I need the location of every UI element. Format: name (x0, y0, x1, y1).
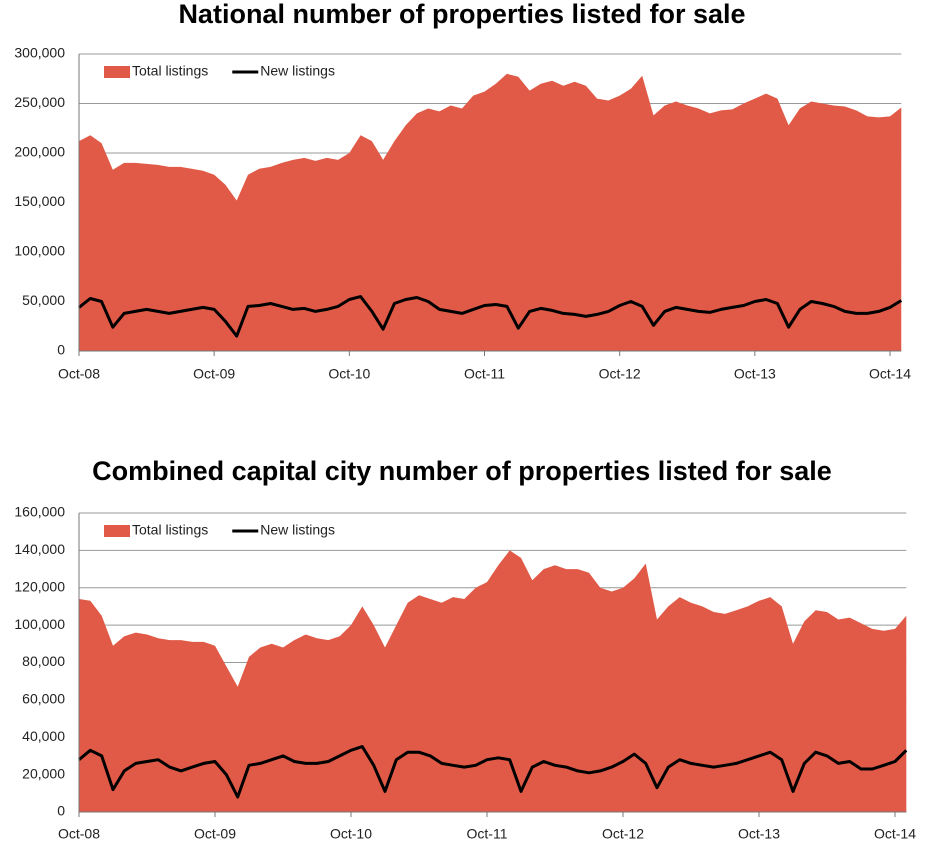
area (79, 550, 907, 812)
legend-label: New listings (260, 522, 335, 538)
x-tick-label: Oct-11 (467, 826, 508, 842)
x-tick-label: Oct-09 (194, 826, 236, 842)
y-tick-label: 0 (57, 803, 65, 819)
x-tick-label: Oct-12 (599, 366, 641, 382)
y-tick-label: 120,000 (14, 578, 65, 594)
x-tick-label: Oct-08 (58, 366, 100, 382)
x-tick-label: Oct-13 (738, 826, 780, 842)
line (78, 295, 903, 338)
x-tick-label: Oct-11 (464, 366, 505, 382)
area (79, 73, 902, 352)
y-tick-label: 200,000 (14, 144, 65, 160)
legend-label: New listings (260, 63, 335, 79)
chart-title: National number of properties listed for… (178, 0, 745, 29)
line (78, 745, 908, 799)
x-tick-label: Oct-10 (328, 366, 370, 382)
y-tick-label: 60,000 (22, 691, 65, 707)
x-tick-label: Oct-14 (874, 826, 916, 842)
legend-label: Total listings (132, 522, 208, 538)
y-tick-label: 80,000 (22, 653, 65, 669)
chart-title: Combined capital city number of properti… (92, 456, 832, 486)
y-tick-label: 100,000 (14, 243, 65, 259)
y-tick-label: 140,000 (14, 541, 65, 557)
y-tick-label: 300,000 (14, 45, 65, 61)
y-tick-label: 250,000 (14, 94, 65, 110)
y-tick-label: 50,000 (22, 292, 65, 308)
x-tick-label: Oct-13 (734, 366, 776, 382)
y-tick-label: 20,000 (22, 765, 65, 781)
legend-swatch (104, 66, 130, 78)
x-tick-label: Oct-10 (330, 826, 372, 842)
legend-swatch (104, 525, 130, 537)
x-tick-label: Oct-08 (58, 826, 100, 842)
y-tick-label: 100,000 (14, 616, 65, 632)
y-tick-label: 0 (57, 342, 65, 358)
y-tick-label: 40,000 (22, 728, 65, 744)
legend-label: Total listings (132, 63, 208, 79)
x-tick-label: Oct-09 (193, 366, 235, 382)
y-tick-label: 160,000 (14, 504, 65, 520)
x-tick-label: Oct-14 (869, 366, 911, 382)
x-tick-label: Oct-12 (602, 826, 644, 842)
y-tick-label: 150,000 (14, 193, 65, 209)
